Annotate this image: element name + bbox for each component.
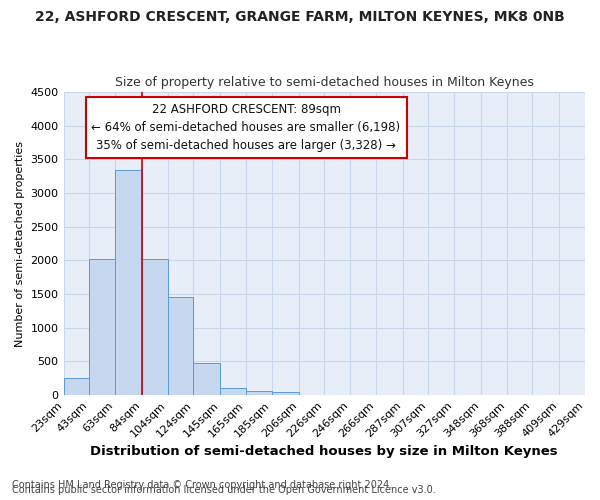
Bar <box>142 258 167 395</box>
Bar <box>220 388 246 395</box>
Bar <box>193 363 220 395</box>
X-axis label: Distribution of semi-detached houses by size in Milton Keynes: Distribution of semi-detached houses by … <box>91 444 558 458</box>
Bar <box>272 392 299 395</box>
Bar <box>246 391 272 395</box>
Title: Size of property relative to semi-detached houses in Milton Keynes: Size of property relative to semi-detach… <box>115 76 534 90</box>
Y-axis label: Number of semi-detached properties: Number of semi-detached properties <box>15 140 25 346</box>
Bar <box>89 258 115 395</box>
Text: Contains HM Land Registry data © Crown copyright and database right 2024.: Contains HM Land Registry data © Crown c… <box>12 480 392 490</box>
Text: 22, ASHFORD CRESCENT, GRANGE FARM, MILTON KEYNES, MK8 0NB: 22, ASHFORD CRESCENT, GRANGE FARM, MILTO… <box>35 10 565 24</box>
Text: Contains public sector information licensed under the Open Government Licence v3: Contains public sector information licen… <box>12 485 436 495</box>
Text: 22 ASHFORD CRESCENT: 89sqm
← 64% of semi-detached houses are smaller (6,198)
35%: 22 ASHFORD CRESCENT: 89sqm ← 64% of semi… <box>91 102 401 152</box>
Bar <box>64 378 89 395</box>
Bar <box>167 298 193 395</box>
Bar <box>115 170 142 395</box>
